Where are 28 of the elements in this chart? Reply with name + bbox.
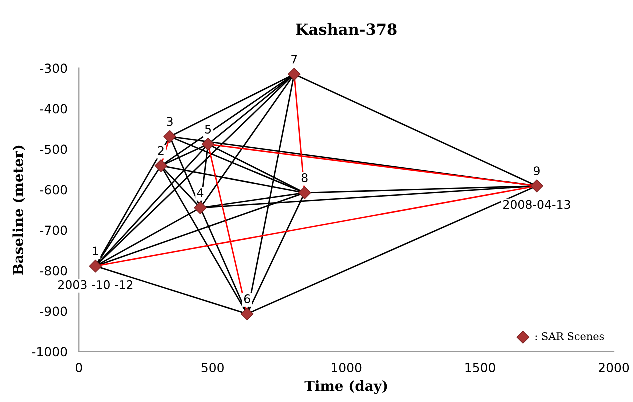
y-tick-label: -600 xyxy=(40,185,68,195)
y-tick-label: -1000 xyxy=(32,347,68,357)
x-tick-label: 0 xyxy=(76,363,82,373)
y-axis-title: Baseline (meter) xyxy=(12,146,26,275)
y-tick-label: -900 xyxy=(40,306,68,316)
annotation: 2 xyxy=(158,146,164,156)
x-tick-label: 2000 xyxy=(599,363,630,373)
y-tick-label: -700 xyxy=(40,226,68,236)
legend-label: : SAR Scenes xyxy=(536,332,604,340)
y-tick-label: -500 xyxy=(40,144,68,154)
annotation: 6 xyxy=(244,294,250,304)
annotation: 8 xyxy=(302,173,308,182)
annotation: 7 xyxy=(292,55,298,64)
annotation: 5 xyxy=(205,125,212,134)
x-tick-label: 500 xyxy=(202,363,224,373)
x-axis-title: Time (day) xyxy=(304,380,388,394)
annotation: 2008-04-13 xyxy=(504,200,570,210)
y-tick-label: -300 xyxy=(40,64,68,74)
annotation: 4 xyxy=(197,188,204,198)
annotation: 9 xyxy=(534,166,540,176)
x-tick-label: 1500 xyxy=(466,363,496,373)
annotation: 2003 -10 -12 xyxy=(58,280,133,290)
annotation: 3 xyxy=(167,117,173,126)
annotation: 1 xyxy=(93,246,98,256)
chart-title: Kashan-378 xyxy=(296,23,397,36)
y-tick-label: -800 xyxy=(40,266,68,276)
y-tick-label: -400 xyxy=(40,104,68,114)
x-tick-label: 1000 xyxy=(332,363,362,373)
